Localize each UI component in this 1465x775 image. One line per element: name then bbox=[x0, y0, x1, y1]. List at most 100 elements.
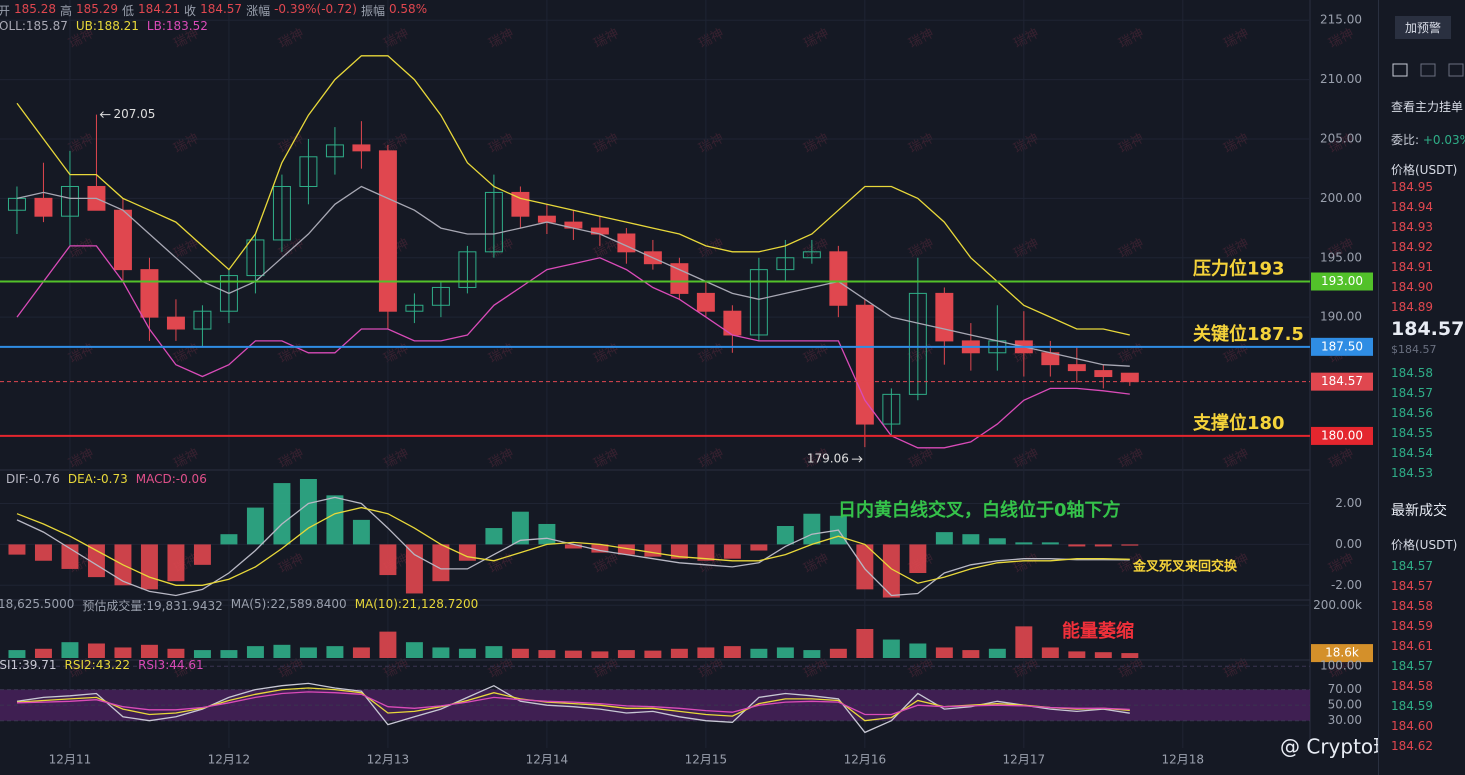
candle-body bbox=[405, 304, 424, 312]
watermark: 瑞神 bbox=[1116, 341, 1146, 366]
volume-bar bbox=[167, 648, 185, 658]
watermark: 瑞神 bbox=[801, 341, 831, 366]
macd-bar bbox=[723, 544, 741, 559]
trade-price: 184.57 bbox=[1391, 659, 1433, 673]
header-value: 184.57 bbox=[200, 2, 243, 16]
volume-bar bbox=[988, 648, 1006, 658]
watermark: 瑞神 bbox=[171, 446, 201, 471]
x-tick-label: 12月15 bbox=[685, 753, 728, 767]
candle-body bbox=[113, 209, 132, 271]
volume-bar bbox=[193, 650, 211, 658]
last-price: 184.57 bbox=[1391, 318, 1465, 340]
watermark: 瑞神 bbox=[1221, 446, 1251, 471]
watermark: 瑞神 bbox=[1326, 446, 1356, 471]
candle-body bbox=[908, 292, 927, 395]
macd-bar bbox=[776, 526, 794, 545]
y-tick-label: 215.00 bbox=[1320, 13, 1362, 27]
watermark: 瑞神 bbox=[906, 131, 936, 156]
candle-body bbox=[1094, 370, 1113, 378]
price-box bbox=[1311, 426, 1373, 445]
candle-body bbox=[246, 239, 265, 277]
watermark: 瑞神 bbox=[696, 131, 726, 156]
trades-title[interactable]: 最新成交 bbox=[1391, 503, 1447, 519]
watermark: 瑞神 bbox=[801, 551, 831, 576]
watermark: 瑞神 bbox=[801, 131, 831, 156]
y-tick-label: 30.00 bbox=[1328, 713, 1362, 727]
watermark: 瑞神 bbox=[696, 26, 726, 51]
candle-body bbox=[749, 269, 768, 336]
price-box-label: 184.57 bbox=[1321, 374, 1363, 388]
macd-bar bbox=[909, 544, 927, 574]
volume-bar bbox=[8, 650, 26, 658]
volume-bar bbox=[220, 650, 238, 658]
volume-bar bbox=[1041, 647, 1059, 658]
high-marker: 207.05 bbox=[113, 107, 155, 121]
bid-price: 184.56 bbox=[1391, 406, 1433, 420]
volume-bar bbox=[538, 650, 556, 658]
bid-price: 184.58 bbox=[1391, 366, 1433, 380]
ask-price: 184.90 bbox=[1391, 280, 1433, 294]
legend-item: LB:183.52 bbox=[146, 19, 208, 33]
candle-body bbox=[272, 185, 291, 241]
watermark: 瑞神 bbox=[1221, 131, 1251, 156]
volume-bar bbox=[750, 648, 768, 658]
ohlc-header: 开 185.28 高 185.29 低 184.21 收 184.57 涨幅 -0.39%(-0.… bbox=[0, 2, 427, 19]
volume-bar bbox=[591, 651, 609, 658]
bid-price: 184.53 bbox=[1391, 466, 1433, 480]
bid-price: 184.57 bbox=[1391, 386, 1433, 400]
macd-bar bbox=[935, 532, 953, 545]
ask-price: 184.91 bbox=[1391, 260, 1433, 274]
brand: @ Crypto瑞神 bbox=[1280, 735, 1378, 759]
watermark: 瑞神 bbox=[1011, 446, 1041, 471]
price-header: 价格(USDT) bbox=[1391, 163, 1458, 177]
volume-bar bbox=[723, 646, 741, 658]
watermark: 瑞神 bbox=[1326, 551, 1356, 576]
alert-button[interactable]: 加预警 bbox=[1395, 16, 1452, 39]
x-tick-label: 12月11 bbox=[49, 753, 92, 767]
macd-bar bbox=[617, 544, 635, 555]
legend: BOLL:185.87 UB:188.21 LB:183.52 bbox=[0, 19, 208, 33]
macd-bar bbox=[326, 495, 344, 545]
candle-body bbox=[537, 215, 556, 223]
volume-bar bbox=[856, 629, 874, 658]
macd-bar bbox=[564, 544, 582, 549]
watermark: 瑞神 bbox=[486, 446, 516, 471]
trade-price: 184.62 bbox=[1391, 739, 1433, 753]
watermark: 瑞神 bbox=[381, 341, 411, 366]
watermark: 瑞神 bbox=[171, 131, 201, 156]
macd-bar bbox=[220, 534, 238, 545]
last-price-sub: $184.57 bbox=[1391, 343, 1437, 356]
legend-item: RSI2:43.22 bbox=[64, 658, 131, 672]
candle-body bbox=[34, 197, 53, 217]
icon[interactable] bbox=[1392, 63, 1408, 77]
volume-bar bbox=[1094, 652, 1112, 658]
watermark: 瑞神 bbox=[1116, 26, 1146, 51]
candle-body bbox=[802, 251, 821, 259]
trades-header: 价格(USDT) bbox=[1391, 538, 1458, 552]
y-tick-label: 50.00 bbox=[1328, 698, 1362, 712]
trade-price: 184.58 bbox=[1391, 679, 1433, 693]
price-box-label: 187.50 bbox=[1321, 339, 1363, 353]
volume-bar bbox=[61, 642, 79, 658]
macd-bar bbox=[299, 478, 317, 545]
candle-body bbox=[882, 393, 901, 425]
header-label: 低 bbox=[122, 4, 135, 18]
icon[interactable] bbox=[1448, 63, 1464, 77]
trade-price: 184.57 bbox=[1391, 559, 1433, 573]
depth-link[interactable]: 查看主力挂单 bbox=[1391, 100, 1464, 114]
level-text: 压力位193 bbox=[1193, 258, 1285, 280]
watermark: 瑞神 bbox=[486, 131, 516, 156]
watermark: 瑞神 bbox=[591, 131, 621, 156]
watermark: 瑞神 bbox=[591, 446, 621, 471]
volume-bar bbox=[246, 646, 264, 658]
watermark: 瑞神 bbox=[696, 446, 726, 471]
y-tick-label: 210.00 bbox=[1320, 72, 1362, 86]
watermark: 瑞神 bbox=[906, 446, 936, 471]
low-marker: 179.06 bbox=[807, 452, 849, 466]
header-value: 0.58% bbox=[388, 2, 428, 16]
icon[interactable] bbox=[1420, 63, 1436, 77]
watermark: 瑞神 bbox=[171, 341, 201, 366]
ratio-label: 委比: bbox=[1391, 133, 1420, 147]
candle-body bbox=[219, 275, 238, 312]
